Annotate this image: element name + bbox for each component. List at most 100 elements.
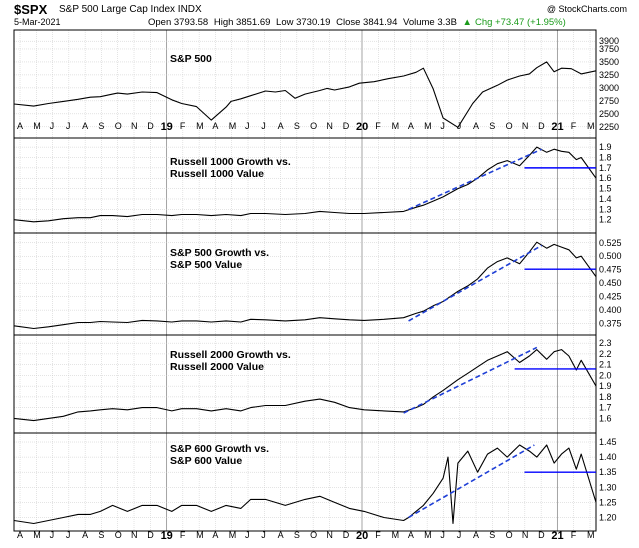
x-tick-label: M <box>392 121 400 131</box>
x-tick-label: S <box>489 530 495 540</box>
x-tick-label: D <box>343 530 350 540</box>
y-tick-label: 3250 <box>599 70 619 80</box>
y-tick-label: 1.7 <box>599 163 612 173</box>
x-tick-label: M <box>424 121 432 131</box>
x-tick-label: A <box>212 530 218 540</box>
chart-header: $SPX S&P 500 Large Cap Index INDX 5-Mar-… <box>0 0 639 30</box>
x-tick-label: J <box>457 121 462 131</box>
x-tick-label: M <box>33 121 41 131</box>
low-value: Low 3730.19 <box>276 17 331 28</box>
x-tick-label: A <box>278 121 284 131</box>
y-tick-label: 2.3 <box>599 338 612 348</box>
x-tick-label: J <box>440 121 445 131</box>
x-tick-label: N <box>522 121 529 131</box>
x-tick-label: M <box>196 530 204 540</box>
x-tick-label: M <box>587 530 595 540</box>
x-tick-label: N <box>522 530 529 540</box>
x-tick-label: J <box>245 530 250 540</box>
index-name: S&P 500 Large Cap Index INDX <box>59 4 202 15</box>
x-tick-label: M <box>229 530 237 540</box>
trend-line <box>403 346 538 414</box>
x-tick-label: 19 <box>161 121 173 133</box>
x-tick-label: J <box>50 121 55 131</box>
y-tick-label: 3500 <box>599 57 619 67</box>
y-tick-label: 1.9 <box>599 142 612 152</box>
y-tick-label: 1.2 <box>599 215 612 225</box>
x-tick-label: D <box>147 530 154 540</box>
x-tick-label: S <box>489 121 495 131</box>
x-tick-label: M <box>392 530 400 540</box>
y-tick-label: 1.7 <box>599 403 612 413</box>
x-tick-label: S <box>294 121 300 131</box>
trend-line <box>408 244 543 322</box>
x-tick-label: F <box>180 530 186 540</box>
x-tick-label: A <box>408 530 414 540</box>
x-tick-label: N <box>131 530 138 540</box>
y-tick-label: 1.20 <box>599 512 617 522</box>
y-tick-label: 2500 <box>599 109 619 119</box>
x-tick-label: M <box>196 121 204 131</box>
y-tick-label: 2.1 <box>599 360 612 370</box>
x-tick-label: F <box>571 121 577 131</box>
y-tick-label: 2250 <box>599 122 619 132</box>
x-tick-label: D <box>538 121 545 131</box>
x-tick-label: J <box>66 530 71 540</box>
panel-title: Russell 2000 Growth vs. <box>170 349 291 361</box>
panel-title: Russell 2000 Value <box>170 361 264 373</box>
y-tick-label: 3000 <box>599 83 619 93</box>
x-tick-label: A <box>408 121 414 131</box>
x-tick-label: 21 <box>551 121 563 133</box>
x-tick-label: O <box>506 530 513 540</box>
y-tick-label: 1.3 <box>599 204 612 214</box>
x-tick-label: M <box>424 530 432 540</box>
y-tick-label: 1.35 <box>599 467 617 477</box>
x-tick-label: N <box>326 121 333 131</box>
y-tick-label: 0.400 <box>599 305 622 315</box>
y-tick-label: 3750 <box>599 44 619 54</box>
x-tick-label: F <box>375 121 381 131</box>
high-value: High 3851.69 <box>213 17 271 28</box>
brand-label: @ StockCharts.com <box>546 4 627 14</box>
trend-line <box>408 148 543 211</box>
quote-line: Open 3793.58 High 3851.69 Low 3730.19 Cl… <box>148 17 569 28</box>
x-tick-label: N <box>131 121 138 131</box>
series-line <box>13 241 597 330</box>
x-tick-label: A <box>473 121 479 131</box>
x-tick-label: O <box>115 530 122 540</box>
y-tick-label: 1.4 <box>599 194 612 204</box>
y-tick-label: 3900 <box>599 36 619 46</box>
y-tick-label: 0.450 <box>599 278 622 288</box>
up-arrow-icon: ▲ <box>462 17 472 28</box>
close-value: Close 3841.94 <box>336 17 398 28</box>
x-tick-label: O <box>310 530 317 540</box>
x-tick-label: A <box>17 530 23 540</box>
x-tick-label: 21 <box>551 530 563 542</box>
panel-frame <box>13 432 597 532</box>
x-tick-label: D <box>538 530 545 540</box>
x-tick-label: F <box>375 530 381 540</box>
x-tick-label: A <box>212 121 218 131</box>
y-tick-label: 1.30 <box>599 482 617 492</box>
x-tick-label: A <box>82 530 88 540</box>
panel-title: S&P 500 Growth vs. <box>170 247 269 259</box>
y-tick-label: 1.25 <box>599 497 617 507</box>
panel-title: S&P 600 Growth vs. <box>170 443 269 455</box>
x-tick-label: 20 <box>356 530 368 542</box>
x-tick-label: J <box>66 121 71 131</box>
volume-value: Volume 3.3B <box>403 17 457 28</box>
x-tick-label: M <box>229 121 237 131</box>
open-value: Open 3793.58 <box>148 17 209 28</box>
y-tick-label: 1.45 <box>599 437 617 447</box>
x-tick-label: F <box>180 121 186 131</box>
x-tick-label: A <box>82 121 88 131</box>
x-tick-label: M <box>33 530 41 540</box>
x-tick-label: A <box>17 121 23 131</box>
panel-title: Russell 1000 Growth vs. <box>170 156 291 168</box>
y-tick-label: 0.425 <box>599 292 622 302</box>
series-line <box>13 444 597 525</box>
y-tick-label: 1.6 <box>599 173 612 183</box>
x-tick-label: D <box>343 121 350 131</box>
panel-title: Russell 1000 Value <box>170 168 264 180</box>
x-tick-label: J <box>457 530 462 540</box>
y-tick-label: 1.8 <box>599 392 612 402</box>
